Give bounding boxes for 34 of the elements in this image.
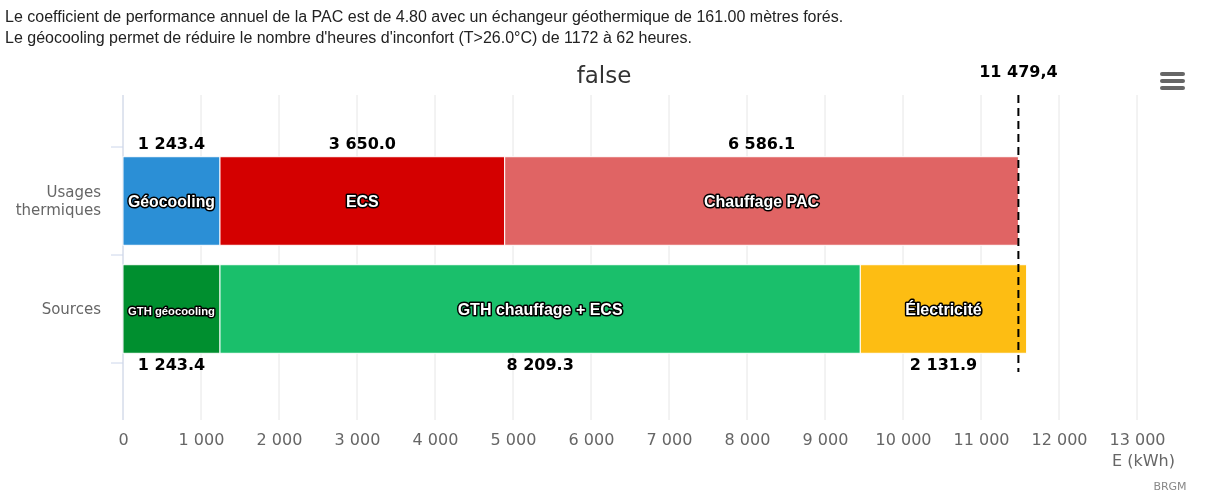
x-tick-label: 7 000 <box>646 430 693 450</box>
series-label: Géocooling <box>128 193 215 210</box>
text: Le coefficient de performance annuel de la PAC est de 4.80 avec un échangeur géothermique de 161.00 mètres forés. <box>5 8 844 25</box>
y-tick-label: Usages thermiques <box>15 183 102 219</box>
x-tick-label: 3 000 <box>334 430 381 450</box>
text: BRGM <box>1153 480 1187 493</box>
x-tick-label: 1 000 <box>178 430 225 450</box>
data-label: 3 650.0 <box>328 133 396 153</box>
x-tick-label: 9 000 <box>802 430 849 450</box>
series-label: ECS <box>345 193 380 210</box>
series-label: GTH géocooling <box>128 305 216 317</box>
x-axis-title: E (kWh) <box>1112 451 1175 470</box>
ref-line-label: 11 479,4 <box>979 62 1058 81</box>
x-tick-label: 4 000 <box>412 430 459 450</box>
series-label: Chauffage PAC <box>703 193 820 210</box>
x-tick-label: 2 000 <box>256 430 303 450</box>
x-tick-label: 5 000 <box>490 430 537 450</box>
data-label: 2 131.9 <box>909 355 978 375</box>
data-label: 1 243.4 <box>137 355 206 375</box>
x-tick-label: 11 000 <box>953 430 1010 450</box>
x-tick-label: 13 000 <box>1109 430 1166 450</box>
data-label: 6 586.1 <box>727 133 796 153</box>
x-tick-label: 6 000 <box>568 430 615 450</box>
data-label: 1 243.4 <box>137 133 206 153</box>
x-tick-label: 0 <box>118 430 129 450</box>
x-tick-label: 10 000 <box>875 430 932 450</box>
y-tick-label: Sources <box>41 300 102 318</box>
data-label: 8 209.3 <box>506 355 574 375</box>
x-tick-label: 8 000 <box>724 430 771 450</box>
text: Le géocooling permet de réduire le nombre d'heures d'inconfort (T>26.0°C) de 1172 à 62 heures. <box>5 29 692 46</box>
series-label: Électricité <box>905 300 982 318</box>
series-label: GTH chauffage + ECS <box>457 301 623 318</box>
chart-title: false <box>576 62 632 88</box>
x-tick-label: 12 000 <box>1031 430 1088 450</box>
